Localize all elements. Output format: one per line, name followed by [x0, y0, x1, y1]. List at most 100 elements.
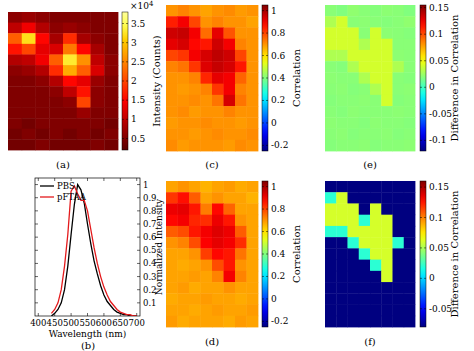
heatmap-cell	[393, 129, 405, 141]
heatmap-cell	[104, 129, 118, 140]
heatmap-cell	[63, 129, 77, 140]
heatmap-cell	[247, 61, 259, 73]
heatmap-cell	[224, 50, 236, 62]
heatmap-cell	[8, 23, 22, 34]
heatmap-cell	[22, 129, 36, 140]
heatmap-cell	[404, 72, 416, 84]
heatmap-cell	[63, 65, 77, 76]
heatmap-cell	[189, 215, 201, 227]
heatmap-cell	[381, 316, 393, 328]
heatmap-cell	[224, 129, 236, 141]
colorbar-tick-label: 0.6	[271, 51, 286, 61]
heatmap-cell	[370, 106, 382, 118]
colorbar-tick	[126, 100, 128, 101]
colorbar-tick	[424, 278, 426, 279]
colorbar-tick	[420, 217, 422, 218]
multiplier-base: ×10	[130, 1, 149, 11]
heatmap-cell	[381, 61, 393, 73]
heatmap-cell	[77, 118, 91, 129]
heatmap-cell	[404, 305, 416, 317]
colorbar-tick	[262, 298, 264, 299]
heatmap-cell	[166, 282, 178, 294]
heatmap-cell	[381, 95, 393, 107]
heatmap-cell	[393, 84, 405, 96]
heatmap-cell	[381, 117, 393, 129]
heatmap-cell	[36, 139, 50, 150]
colorbar-tick	[122, 100, 124, 101]
heatmap-cell	[325, 305, 337, 317]
colorbar-tick	[424, 60, 426, 61]
heatmap-cell	[336, 5, 348, 17]
heatmap-cell	[393, 192, 405, 204]
heatmap-cell	[370, 72, 382, 84]
heatmap-cell	[381, 84, 393, 96]
heatmap-cell	[336, 305, 348, 317]
heatmap-cell	[336, 129, 348, 141]
heatmap-cell	[404, 39, 416, 51]
heatmap-cell	[36, 23, 50, 34]
heatmap-cell	[336, 316, 348, 328]
heatmap-cell	[370, 215, 382, 227]
heatmap-cell	[178, 140, 190, 152]
heatmap-cell	[212, 282, 224, 294]
heatmap-cell	[247, 84, 259, 96]
x-tick	[103, 178, 104, 181]
heatmap-cell	[404, 106, 416, 118]
heatmap-cell	[49, 139, 63, 150]
heatmap-cell	[235, 192, 247, 204]
x-tick	[136, 178, 137, 181]
heatmap-cell	[359, 72, 371, 84]
heatmap-cell	[212, 181, 224, 193]
heatmap-cell	[212, 84, 224, 96]
heatmap-cell	[224, 293, 236, 305]
heatmap-cell	[189, 305, 201, 317]
heatmap-cell	[91, 44, 105, 55]
figure: 0.511.522.533.5Intensity (Counts)×104(a)…	[0, 0, 474, 351]
heatmap-cell	[359, 203, 371, 215]
heatmap-cell	[348, 271, 360, 283]
heatmap-cell	[235, 129, 247, 141]
y-tick	[35, 276, 38, 277]
heatmap-cell	[370, 140, 382, 152]
heatmap-cell	[224, 260, 236, 272]
heatmap-cell	[189, 50, 201, 62]
heatmap-cell	[359, 140, 371, 152]
heatmap-cell	[189, 248, 201, 260]
heatmap-cell	[348, 27, 360, 39]
heatmap-cell	[178, 50, 190, 62]
heatmap-cell	[104, 12, 118, 23]
heatmap-cell	[49, 86, 63, 97]
colorbar-tick	[266, 10, 268, 11]
heatmap-cell	[325, 271, 337, 283]
heatmap-cell	[359, 84, 371, 96]
heatmap-cell	[381, 27, 393, 39]
heatmap-cell	[49, 118, 63, 129]
heatmap-cell	[22, 118, 36, 129]
colorbar-tick-label: 0.2	[271, 271, 285, 281]
heatmap-cell	[104, 65, 118, 76]
colorbar-tick	[420, 140, 422, 141]
colorbar-tick	[420, 87, 422, 88]
heatmap-cell	[166, 140, 178, 152]
colorbar-tick	[262, 33, 264, 34]
heatmap-cell	[393, 293, 405, 305]
colorbar-tick	[266, 122, 268, 123]
y-tick	[137, 250, 140, 251]
heatmap-cell	[247, 106, 259, 118]
heatmap-cell	[336, 84, 348, 96]
colorbar-tick	[262, 209, 264, 210]
colorbar-label: Difference in Correlation	[449, 14, 460, 141]
heatmap-cell	[49, 54, 63, 65]
heatmap-cell	[224, 271, 236, 283]
heatmap-cell	[247, 305, 259, 317]
heatmap-cell	[381, 203, 393, 215]
heatmap-cell	[189, 316, 201, 328]
heatmap-cell	[104, 44, 118, 55]
heatmap-cell	[381, 72, 393, 84]
colorbar-tick	[126, 23, 128, 24]
heatmap-cell	[201, 5, 213, 17]
colorbar-tick	[262, 78, 264, 79]
heatmap-cell	[348, 215, 360, 227]
heatmap-cell	[201, 316, 213, 328]
colorbar-tick	[424, 308, 426, 309]
